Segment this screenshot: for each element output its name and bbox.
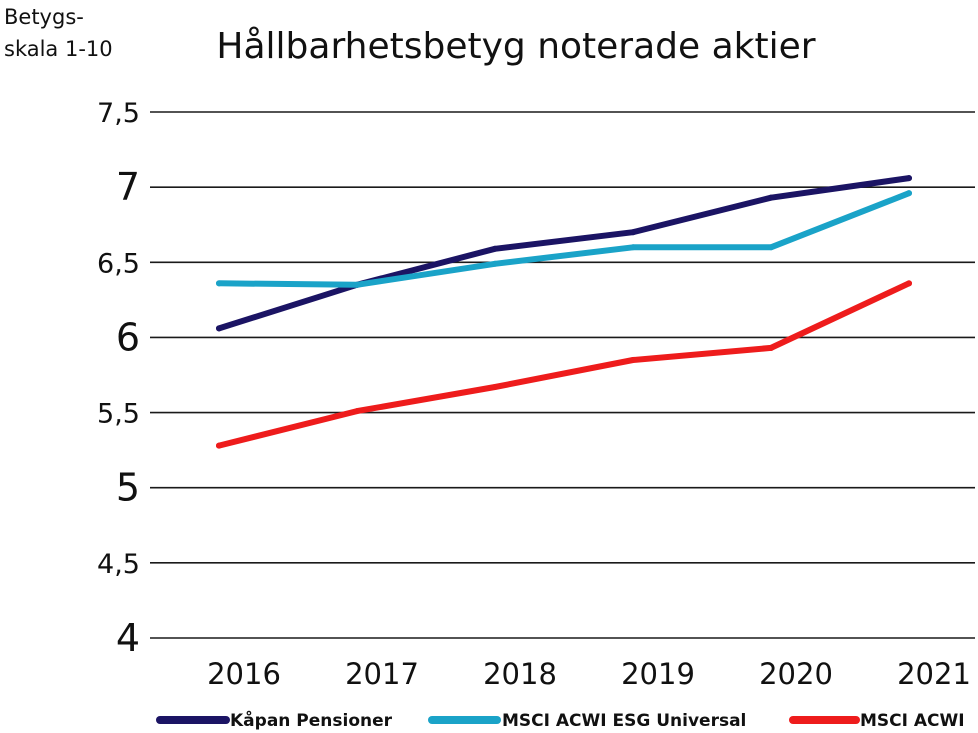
data-point xyxy=(354,408,360,415)
x-tick-label: 2020 xyxy=(759,657,833,691)
x-tick-label: 2018 xyxy=(483,657,557,691)
data-point xyxy=(492,260,498,267)
data-point xyxy=(906,280,912,287)
data-point xyxy=(216,325,222,332)
data-point xyxy=(630,244,636,251)
y-tick-label: 7 xyxy=(116,165,140,209)
series-line-3 xyxy=(216,280,912,449)
data-point xyxy=(354,281,360,288)
legend-label: MSCI ACWI ESG Universal xyxy=(502,711,746,731)
data-point xyxy=(630,229,636,236)
gridlines xyxy=(150,111,975,639)
x-tick-label: 2019 xyxy=(621,657,695,691)
legend-label: MSCI ACWI xyxy=(860,711,965,731)
x-tick-label: 2017 xyxy=(345,657,419,691)
y-axis-ticks: 4 4,5 5 5,5 6 6,5 7 7,5 xyxy=(97,98,140,660)
data-point xyxy=(216,280,222,287)
data-point xyxy=(906,175,912,182)
data-point xyxy=(630,356,636,363)
data-point xyxy=(768,244,774,251)
series-line-2 xyxy=(216,190,912,288)
x-axis-ticks: 2016 2017 2018 2019 2020 2021 xyxy=(207,657,971,691)
y-tick-label: 5 xyxy=(116,466,140,510)
data-point xyxy=(216,442,222,449)
chart-title: Hållbarhetsbetyg noterade aktier xyxy=(216,26,815,67)
legend: Kåpan Pensioner MSCI ACWI ESG Universal MS… xyxy=(156,709,965,731)
x-tick-label: 2016 xyxy=(207,657,281,691)
y-axis-label-line-1: Betygs- xyxy=(4,5,84,29)
y-tick-label: 4,5 xyxy=(97,549,140,580)
data-point xyxy=(492,245,498,252)
y-axis-label-line-2: skala 1-10 xyxy=(4,37,113,61)
y-tick-label: 4 xyxy=(116,616,140,660)
data-point xyxy=(768,344,774,351)
y-tick-label: 5,5 xyxy=(97,399,140,430)
legend-label: Kåpan Pensioner xyxy=(230,709,393,731)
x-tick-label: 2021 xyxy=(897,657,971,691)
y-tick-label: 6,5 xyxy=(97,248,140,279)
y-tick-label: 7,5 xyxy=(97,98,140,129)
data-point xyxy=(768,194,774,201)
series-lines xyxy=(216,175,912,449)
y-tick-label: 6 xyxy=(116,315,140,359)
data-point xyxy=(906,190,912,197)
series-line-1 xyxy=(216,175,912,332)
data-point xyxy=(492,384,498,391)
